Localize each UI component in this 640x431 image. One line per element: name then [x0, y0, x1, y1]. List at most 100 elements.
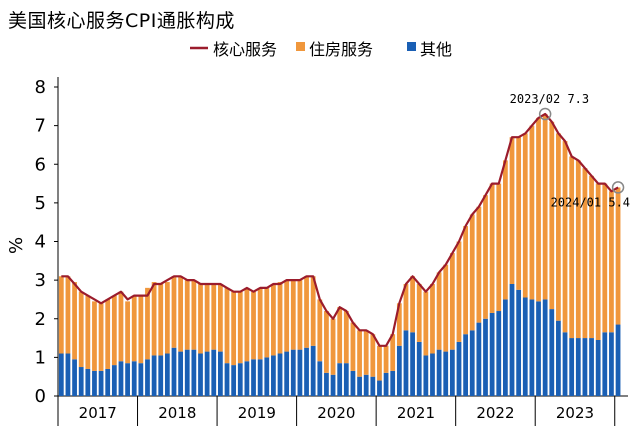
- bar-other: [145, 359, 150, 396]
- bar-other: [310, 345, 316, 396]
- bar-housing-services: [244, 287, 250, 362]
- bar-housing-services: [284, 280, 290, 352]
- annotation-marker: [611, 181, 625, 194]
- bar-other: [390, 370, 396, 396]
- bar-housing-services: [178, 276, 184, 352]
- bar-housing-services: [549, 121, 555, 310]
- bar-housing-services: [496, 183, 502, 312]
- bar-housing-services: [476, 206, 482, 323]
- bar-housing-services: [569, 156, 575, 339]
- chart-title: 美国核心服务CPI通胀构成: [8, 10, 235, 32]
- y-tick-label: 4: [35, 232, 46, 253]
- bar-other: [443, 351, 449, 396]
- bar-housing-services: [615, 187, 621, 325]
- bar-other: [92, 370, 97, 396]
- bar-housing-services: [595, 183, 601, 340]
- legend: 核心服务 住房服务 其他: [190, 40, 452, 59]
- bar-other: [198, 353, 203, 396]
- bar-housing-services: [290, 280, 296, 350]
- bar-housing-services: [204, 283, 210, 352]
- bar-housing-services: [377, 345, 382, 381]
- bar-other: [184, 349, 190, 396]
- bar-other: [158, 355, 164, 396]
- bar-other: [178, 351, 184, 396]
- bar-other: [449, 349, 455, 396]
- annotation-label: 2024/01 5.4: [551, 195, 630, 209]
- bar-other: [304, 347, 309, 396]
- bar-housing-services: [158, 283, 164, 356]
- y-tick-label: 1: [35, 347, 46, 368]
- bar-housing-services: [423, 291, 429, 356]
- bar-other: [436, 349, 442, 396]
- bars: [58, 114, 621, 396]
- bar-housing-services: [231, 291, 237, 366]
- bar-other: [410, 332, 415, 396]
- bar-housing-services: [449, 253, 455, 350]
- bar-housing-services: [529, 125, 535, 300]
- annotations: 2023/02 7.3 2024/01 5.4: [510, 92, 630, 209]
- x-year-label: 2020: [317, 404, 355, 422]
- legend-label-core-services: 核心服务: [213, 40, 277, 59]
- bar-housing-services: [125, 301, 130, 364]
- bar-other: [317, 361, 323, 396]
- bar-housing-services: [403, 283, 409, 331]
- bar-housing-services: [257, 287, 263, 360]
- bar-other: [502, 299, 508, 396]
- bar-other: [602, 332, 608, 396]
- bar-other: [509, 283, 515, 396]
- x-year-label: 2021: [397, 404, 435, 422]
- bar-other: [204, 351, 210, 396]
- line-series: [61, 112, 619, 347]
- bar-housing-services: [211, 283, 217, 350]
- bar-housing-services: [383, 345, 389, 373]
- x-year-label: 2019: [238, 404, 276, 422]
- bar-housing-services: [198, 283, 203, 354]
- bar-housing-services: [330, 318, 336, 375]
- x-year-label: 2018: [158, 404, 196, 422]
- bar-other: [264, 357, 270, 396]
- bar-other: [516, 289, 522, 396]
- bar-housing-services: [463, 226, 469, 335]
- bar-housing-services: [436, 272, 442, 350]
- bar-other: [330, 374, 336, 396]
- bar-other: [231, 365, 237, 396]
- bar-housing-services: [390, 334, 396, 371]
- bar-housing-services: [191, 280, 197, 350]
- x-year-label: 2017: [79, 404, 117, 422]
- bar-housing-services: [171, 276, 177, 348]
- bar-housing-services: [277, 282, 283, 354]
- bar-other: [522, 297, 528, 396]
- bar-other: [556, 320, 561, 396]
- bar-housing-services: [145, 287, 150, 360]
- bar-housing-services: [363, 330, 369, 375]
- bar-other: [549, 309, 555, 396]
- bar-other: [416, 341, 422, 396]
- bar-other: [615, 324, 621, 396]
- bar-housing-services: [443, 264, 449, 352]
- bar-housing-services: [536, 117, 541, 302]
- bar-other: [476, 322, 482, 396]
- y-axis-label: %: [6, 237, 27, 254]
- x-year-label: 2022: [476, 404, 514, 422]
- bar-housing-services: [164, 282, 170, 354]
- bar-other: [171, 347, 177, 396]
- bar-other: [271, 355, 276, 396]
- legend-label-other: 其他: [420, 40, 452, 59]
- bar-housing-services: [65, 276, 71, 354]
- y-tick-label: 8: [35, 77, 46, 98]
- bar-other: [151, 355, 157, 396]
- bar-other: [430, 353, 435, 396]
- bar-other: [363, 374, 369, 396]
- bar-other: [237, 363, 243, 396]
- bar-housing-services: [416, 283, 422, 342]
- bar-other: [78, 367, 84, 396]
- legend-swatch-other: [407, 42, 416, 51]
- bar-housing-services: [224, 287, 230, 364]
- bar-other: [337, 363, 343, 396]
- bar-other: [569, 338, 575, 396]
- bar-housing-services: [469, 214, 475, 331]
- bar-other: [217, 351, 223, 396]
- bar-housing-services: [350, 322, 356, 371]
- bar-housing-services: [304, 276, 309, 348]
